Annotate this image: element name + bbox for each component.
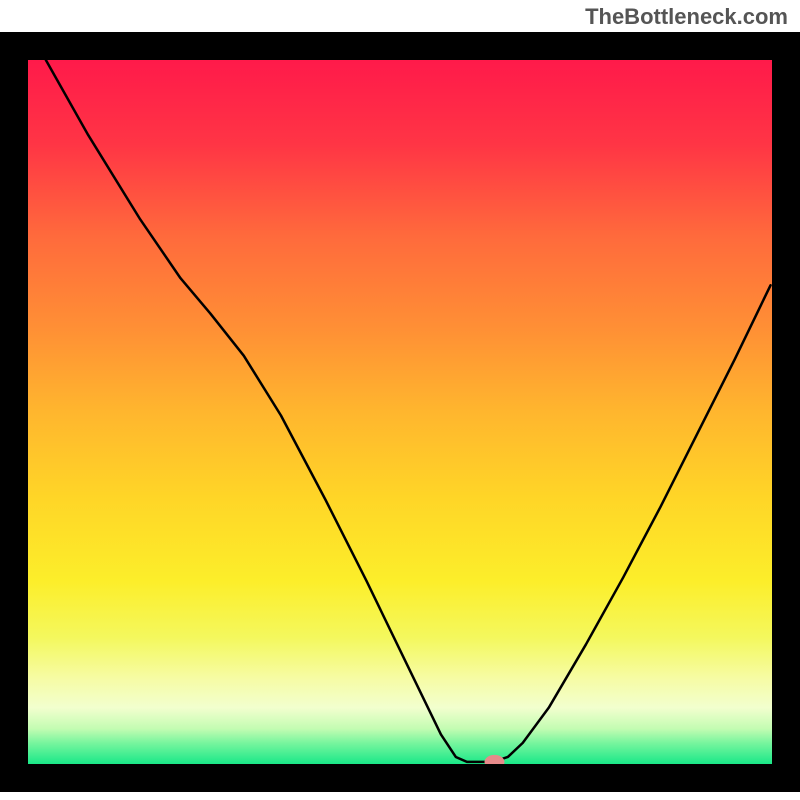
watermark-text: TheBottleneck.com bbox=[585, 4, 788, 30]
bottleneck-chart bbox=[28, 60, 772, 764]
gradient-background bbox=[28, 60, 772, 764]
chart-root: TheBottleneck.com bbox=[0, 0, 800, 800]
